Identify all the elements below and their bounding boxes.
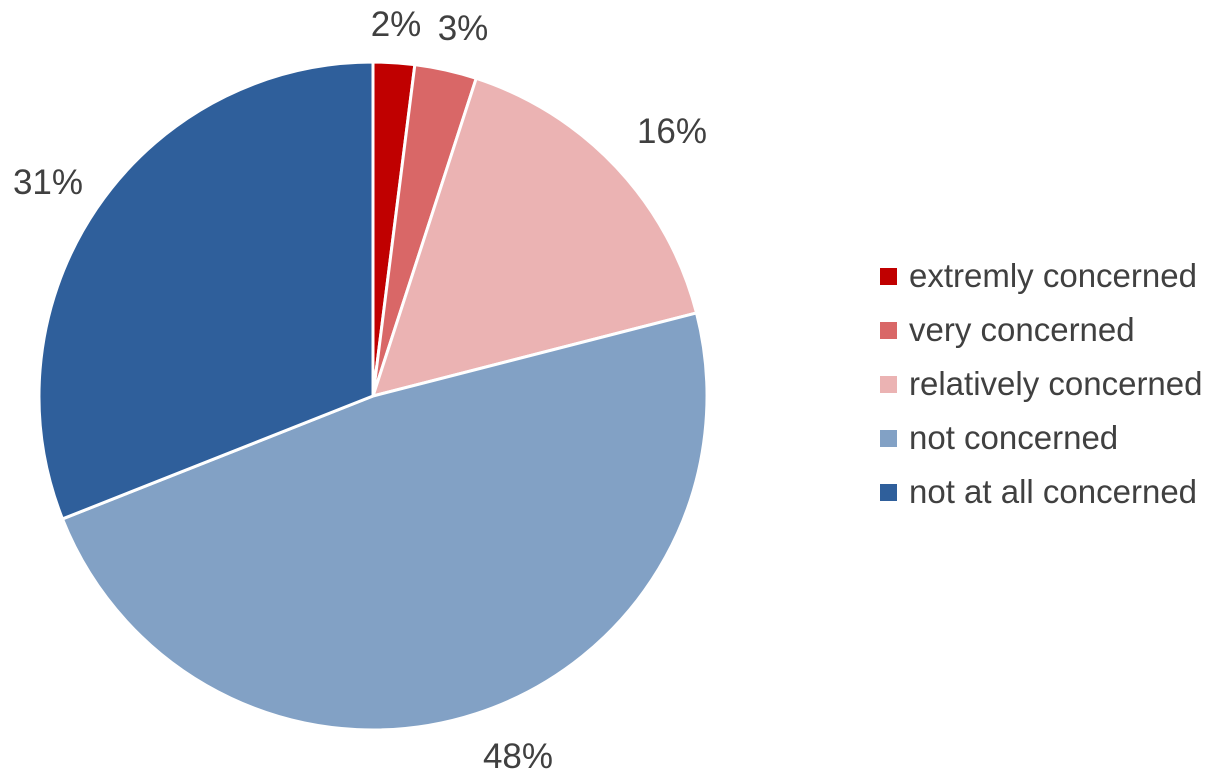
pie-slice-not-at-all-concerned xyxy=(37,60,375,521)
data-label: 48% xyxy=(483,737,553,775)
legend-item: not concerned xyxy=(880,411,1203,465)
pie-slice-not-concerned xyxy=(60,311,709,732)
legend-swatch xyxy=(880,429,897,447)
data-label: 3% xyxy=(438,9,489,48)
legend-item: relatively concerned xyxy=(880,357,1203,411)
legend-label: extremly concerned xyxy=(909,257,1197,294)
legend: extremly concerned very concerned relative… xyxy=(880,249,1203,519)
data-label: 2% xyxy=(371,5,422,44)
data-label: 31% xyxy=(13,163,83,202)
pie-slices xyxy=(37,60,709,732)
legend-swatch xyxy=(880,267,897,285)
pie-slice-relatively-concerned xyxy=(371,76,699,398)
legend-label: very concerned xyxy=(909,311,1135,348)
legend-label: not concerned xyxy=(909,419,1119,456)
legend-swatch xyxy=(880,483,897,501)
legend-swatch xyxy=(880,375,897,393)
legend-label: relatively concerned xyxy=(909,365,1203,402)
pie-labels: 2% 3% 16% 48% 31% xyxy=(13,5,707,775)
data-label: 16% xyxy=(637,112,707,151)
legend-swatch xyxy=(880,321,897,339)
legend-item: very concerned xyxy=(880,303,1203,357)
legend-item: not at all concerned xyxy=(880,465,1203,519)
legend-item: extremly concerned xyxy=(880,249,1203,303)
legend-label: not at all concerned xyxy=(909,473,1198,510)
